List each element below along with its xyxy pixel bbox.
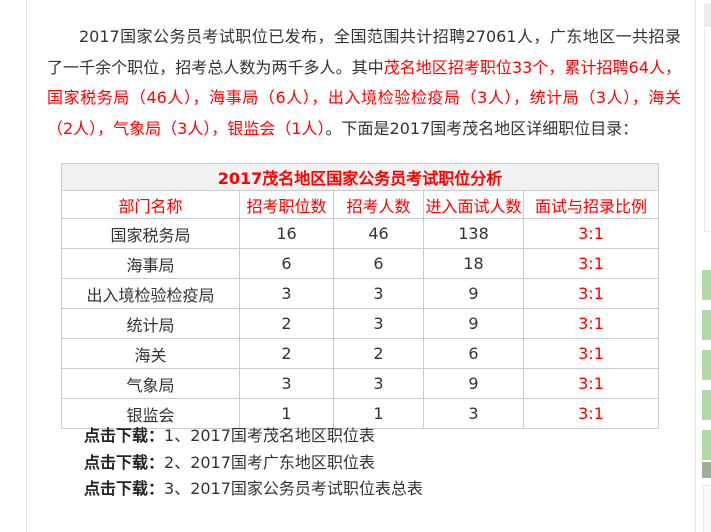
dept-cell: 气象局 xyxy=(61,368,240,399)
ratio-cell: 3:1 xyxy=(523,338,659,369)
recruits-cell: 3 xyxy=(333,278,424,309)
interviewees-cell: 18 xyxy=(423,248,524,279)
positions-cell: 16 xyxy=(239,218,334,249)
download-link-national[interactable]: 3、2017国家公务员考试职位表总表 xyxy=(164,479,423,498)
recruits-cell: 1 xyxy=(333,398,424,429)
positions-cell: 2 xyxy=(239,338,334,369)
dept-cell: 出入境检验检疫局 xyxy=(61,278,240,309)
positions-cell: 6 xyxy=(239,248,334,279)
download-link-maoming[interactable]: 1、2017国考茂名地区职位表 xyxy=(164,426,375,445)
sidebar-list-item-fragment xyxy=(702,430,711,460)
sidebar-list-item-fragment xyxy=(702,310,711,340)
interviewees-cell: 9 xyxy=(423,368,524,399)
ratio-cell: 3:1 xyxy=(523,278,659,309)
ratio-cell: 3:1 xyxy=(523,368,659,399)
intro-text-black-1: 2017国家公务员考试职位已发布，全国范围共计招聘27061人，广东地区一共招录… xyxy=(47,27,681,77)
download-link-guangdong[interactable]: 2、2017国考广东地区职位表 xyxy=(164,452,375,472)
interviewees-cell: 6 xyxy=(423,338,524,369)
table-header-row: 部门名称 招考职位数 招考人数 进入面试人数 面试与招录比例 xyxy=(61,190,659,219)
ratio-cell: 3:1 xyxy=(523,248,659,279)
interviewees-cell: 9 xyxy=(423,278,524,309)
positions-cell: 2 xyxy=(239,308,334,339)
intro-paragraph: 2017国家公务员考试职位已发布，全国范围共计招聘27061人，广东地区一共招录… xyxy=(47,22,681,144)
recruits-cell: 3 xyxy=(333,308,424,339)
interviewees-cell: 9 xyxy=(423,308,524,339)
table-row: 海关 2 2 6 3:1 xyxy=(61,338,659,369)
recruits-cell: 6 xyxy=(333,248,424,279)
ratio-cell: 3:1 xyxy=(523,398,659,429)
download-label: 点击下载： xyxy=(84,452,165,472)
table-row: 国家税务局 16 46 138 3:1 xyxy=(61,218,659,249)
download-line: 点击下载：3、2017国家公务员考试职位表总表 xyxy=(84,476,423,503)
content-right-divider xyxy=(695,0,696,532)
dept-cell: 海事局 xyxy=(61,248,240,279)
header-recruits: 招考人数 xyxy=(333,190,424,219)
sidebar-panel-fragment xyxy=(703,485,711,532)
table-row: 出入境检验检疫局 3 3 9 3:1 xyxy=(61,278,659,309)
download-label: 点击下载： xyxy=(84,479,165,498)
header-positions: 招考职位数 xyxy=(239,190,334,219)
dept-cell: 统计局 xyxy=(61,308,240,339)
intro-text-black-2: 。下面是2017国考茂名地区详细职位目录： xyxy=(325,118,639,138)
sidebar-panel-fragment xyxy=(704,28,711,232)
sidebar-image-fragment xyxy=(702,462,711,478)
dept-cell: 银监会 xyxy=(61,398,240,429)
download-line: 点击下载：1、2017国考茂名地区职位表 xyxy=(84,423,423,450)
table-row: 气象局 3 3 9 3:1 xyxy=(61,368,659,399)
interviewees-cell: 138 xyxy=(423,218,524,249)
header-dept: 部门名称 xyxy=(61,190,240,219)
header-interviewees: 进入面试人数 xyxy=(423,190,524,219)
download-links-section: 点击下载：1、2017国考茂名地区职位表 点击下载：2、2017国考广东地区职位… xyxy=(84,423,423,503)
recruits-cell: 3 xyxy=(333,368,424,399)
table-title: 2017茂名地区国家公务员考试职位分析 xyxy=(61,163,659,191)
table-title-row: 2017茂名地区国家公务员考试职位分析 xyxy=(61,163,659,191)
ratio-cell: 3:1 xyxy=(523,218,659,249)
table-row: 海事局 6 6 18 3:1 xyxy=(61,248,659,279)
dept-cell: 国家税务局 xyxy=(61,218,240,249)
header-ratio: 面试与招录比例 xyxy=(523,190,659,219)
recruits-cell: 2 xyxy=(333,338,424,369)
positions-table: 2017茂名地区国家公务员考试职位分析 部门名称 招考职位数 招考人数 进入面试… xyxy=(61,163,659,429)
dept-cell: 海关 xyxy=(61,338,240,369)
sidebar-list-item-fragment xyxy=(702,350,711,380)
download-line: 点击下载：2、2017国考广东地区职位表 xyxy=(84,450,423,477)
positions-cell: 1 xyxy=(239,398,334,429)
interviewees-cell: 3 xyxy=(423,398,524,429)
sidebar-header-fragment xyxy=(704,3,711,27)
recruits-cell: 46 xyxy=(333,218,424,249)
intro-text-red: 茂名地区招考职位33个，累计招聘64人，国家税务局（46人），海事局（6人），出… xyxy=(47,57,681,138)
table-row: 银监会 1 1 3 3:1 xyxy=(61,398,659,429)
positions-cell: 3 xyxy=(239,368,334,399)
content-left-divider xyxy=(26,0,27,532)
sidebar-list-item-fragment xyxy=(702,270,711,300)
table-row: 统计局 2 3 9 3:1 xyxy=(61,308,659,339)
positions-cell: 3 xyxy=(239,278,334,309)
ratio-cell: 3:1 xyxy=(523,308,659,339)
download-label: 点击下载： xyxy=(84,426,165,445)
sidebar-list-item-fragment xyxy=(702,390,711,420)
